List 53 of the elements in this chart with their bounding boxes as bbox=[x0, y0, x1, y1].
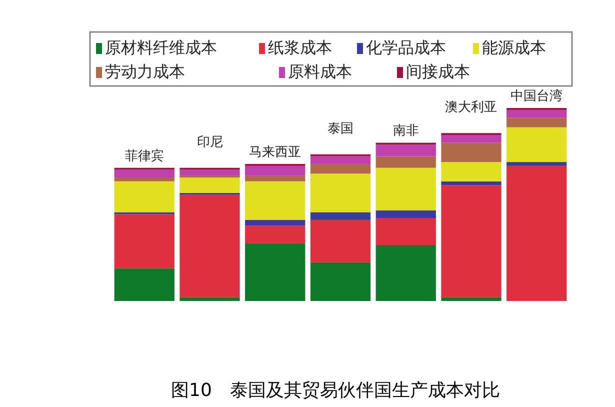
bar bbox=[506, 118, 567, 128]
bar bbox=[180, 194, 240, 298]
legend-label: 化学品成本 bbox=[366, 38, 446, 57]
bar bbox=[441, 181, 502, 186]
x-tick-label: 泰国 bbox=[328, 121, 354, 136]
bar bbox=[376, 144, 436, 156]
bar bbox=[441, 162, 502, 182]
bar bbox=[376, 156, 436, 168]
bar bbox=[376, 245, 436, 301]
x-tick-label: 中国台湾 bbox=[510, 88, 563, 104]
bar bbox=[506, 166, 567, 301]
bar bbox=[441, 142, 502, 162]
x-tick-label: 菲律宾 bbox=[124, 148, 164, 164]
legend-label: 原料成本 bbox=[288, 62, 352, 81]
bar bbox=[506, 110, 567, 118]
legend-label: 原材料纤维成本 bbox=[105, 38, 217, 57]
x-tick-label: 印尼 bbox=[196, 134, 223, 150]
bar bbox=[506, 162, 567, 166]
x-tick-label: 马来西亚 bbox=[249, 144, 302, 160]
bar bbox=[180, 297, 240, 301]
bar bbox=[180, 177, 240, 193]
bar bbox=[114, 170, 174, 178]
bar bbox=[310, 220, 371, 262]
bar bbox=[245, 181, 306, 220]
bar bbox=[114, 177, 174, 182]
bar bbox=[506, 127, 567, 162]
bar bbox=[245, 220, 306, 226]
bar bbox=[441, 185, 502, 298]
bar bbox=[441, 297, 502, 301]
bar bbox=[376, 168, 436, 210]
bar bbox=[114, 214, 174, 268]
bar bbox=[114, 181, 174, 212]
bar bbox=[310, 262, 371, 301]
legend-label: 能源成本 bbox=[482, 38, 546, 57]
bar bbox=[310, 164, 371, 174]
x-tick-label: 南非 bbox=[392, 124, 419, 139]
bar bbox=[310, 156, 371, 164]
legend-label: 间接成本 bbox=[406, 62, 470, 81]
bar bbox=[245, 243, 306, 301]
bar bbox=[114, 268, 174, 301]
bar bbox=[310, 212, 371, 220]
bar bbox=[441, 135, 502, 143]
bar bbox=[310, 174, 371, 212]
bar bbox=[376, 218, 436, 246]
bar bbox=[245, 226, 306, 244]
bar bbox=[180, 170, 240, 176]
legend-label: 劳动力成本 bbox=[105, 62, 185, 81]
text: 图10 泰国及其贸易伙伴国生产成本对比 bbox=[171, 380, 500, 401]
bar bbox=[376, 210, 436, 218]
legend-label: 纸浆成本 bbox=[268, 38, 332, 57]
bar bbox=[245, 176, 306, 182]
x-tick-label: 澳大利亚 bbox=[445, 100, 498, 116]
bar bbox=[245, 166, 306, 176]
